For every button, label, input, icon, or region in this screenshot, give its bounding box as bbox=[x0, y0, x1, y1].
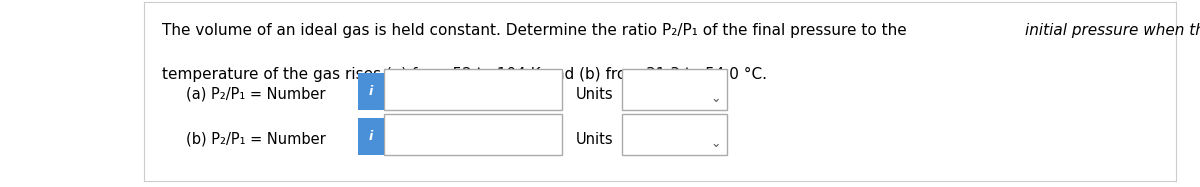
FancyBboxPatch shape bbox=[358, 73, 384, 110]
FancyBboxPatch shape bbox=[384, 114, 562, 155]
Text: ⌄: ⌄ bbox=[710, 137, 720, 150]
Text: i: i bbox=[368, 85, 373, 98]
Text: initial pressure when the: initial pressure when the bbox=[1025, 23, 1200, 38]
Text: The volume of an ideal gas is held constant. Determine the ratio P₂/P₁ of the fi: The volume of an ideal gas is held const… bbox=[162, 23, 912, 38]
FancyBboxPatch shape bbox=[384, 69, 562, 110]
Text: Units: Units bbox=[576, 132, 613, 147]
FancyBboxPatch shape bbox=[358, 118, 384, 155]
Text: (a) P₂/P₁ = Number: (a) P₂/P₁ = Number bbox=[186, 87, 325, 102]
Text: Units: Units bbox=[576, 87, 613, 102]
Text: ⌄: ⌄ bbox=[710, 92, 720, 105]
Text: i: i bbox=[368, 130, 373, 143]
FancyBboxPatch shape bbox=[622, 69, 727, 110]
FancyBboxPatch shape bbox=[622, 114, 727, 155]
Text: temperature of the gas rises (a) from 52 to 104 K and (b) from 31.3 to 54.0 °C.: temperature of the gas rises (a) from 52… bbox=[162, 67, 767, 82]
Text: (b) P₂/P₁ = Number: (b) P₂/P₁ = Number bbox=[186, 132, 325, 147]
